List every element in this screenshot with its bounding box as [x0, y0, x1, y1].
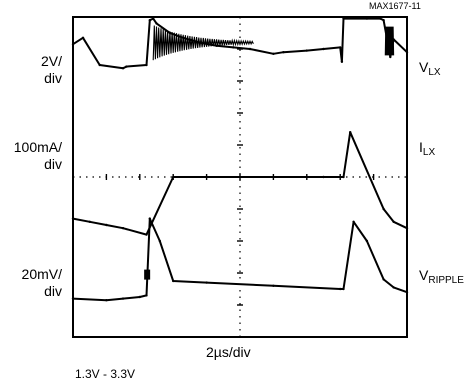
trace-vlx-point — [81, 36, 85, 39]
vlx-ringing-right — [384, 26, 395, 56]
scale-label-vlx-value: 2V/ — [40, 53, 62, 69]
trace-ilx-point — [121, 227, 125, 230]
scale-label-vripple-value: 20mV/ — [21, 266, 62, 282]
trace-ilx-point — [71, 217, 75, 220]
traces — [71, 17, 409, 302]
trace-vripple-point — [365, 239, 369, 243]
trace-vlx-point — [145, 63, 148, 67]
trace-vripple-point — [272, 284, 275, 287]
trace-label-vripple-main: V — [419, 267, 429, 283]
trace-vlx-point — [272, 52, 275, 55]
scale-label-ilx: 100mA/ div — [0, 139, 62, 173]
scale-label-vlx: 2V/ div — [0, 53, 62, 87]
trace-ilx-point — [322, 175, 325, 179]
trace-vlx-point — [125, 65, 128, 68]
scale-label-ilx-unit: div — [44, 156, 62, 172]
trace-vlx — [72, 17, 408, 70]
trace-vripple — [72, 217, 408, 302]
trace-vripple-point — [148, 217, 151, 220]
trace-vlx-point — [379, 17, 382, 20]
trace-label-ilx-sub: LX — [422, 147, 436, 158]
trace-ilx-point — [405, 227, 409, 230]
trace-ilx-point — [305, 175, 308, 179]
cut-off-caption: 1.3V - 3.3V — [75, 367, 136, 381]
trace-label-vripple: VRIPPLE — [419, 267, 464, 286]
trace-ilx-point — [342, 175, 345, 179]
trace-label-vlx-sub: LX — [428, 67, 441, 78]
figure-id: MAX1677-11 — [369, 1, 421, 11]
trace-vlx-point — [98, 63, 101, 67]
trace-vlx-point — [152, 17, 155, 20]
trace-ilx-point — [105, 223, 108, 227]
trace-ilx-point — [392, 220, 395, 223]
trace-vlx-point — [365, 17, 369, 20]
trace-vlx-point — [248, 47, 252, 51]
x-axis-label: 2µs/div — [206, 344, 251, 360]
trace-vripple-point — [342, 287, 345, 291]
trace-vlx-point — [342, 17, 345, 20]
trace-vlx-point — [382, 19, 385, 22]
trigger-marker — [144, 269, 151, 280]
trace-ilx-point — [145, 233, 148, 236]
trace-ilx-point — [172, 175, 175, 179]
trace-vripple-point — [382, 278, 385, 281]
scale-label-vripple-unit: div — [44, 283, 62, 299]
scale-label-vlx-unit: div — [44, 70, 62, 86]
trace-vripple-point — [145, 294, 148, 297]
trace-vlx-point — [232, 46, 235, 49]
trace-vripple-point — [392, 286, 395, 289]
trace-label-ilx: ILX — [419, 139, 436, 158]
trace-vlx-point — [148, 19, 151, 22]
trace-vripple-point — [352, 220, 355, 223]
trace-vlx-point — [121, 67, 125, 70]
trace-vlx-point — [305, 49, 308, 52]
scale-label-vripple: 20mV/ div — [0, 266, 62, 300]
trace-ilx-point — [349, 131, 352, 134]
trace-label-vlx: VLX — [419, 59, 441, 78]
trace-vlx-point — [71, 43, 75, 46]
scale-label-ilx-value: 100mA/ — [13, 139, 62, 155]
trace-vlx-point — [339, 46, 342, 49]
trace-vlx-point — [322, 47, 325, 51]
trace-vripple-point — [158, 239, 161, 243]
trace-ilx — [72, 131, 408, 236]
trace-ilx-point — [238, 175, 242, 179]
trace-vlx-point — [155, 22, 158, 25]
trace-vripple-point — [105, 299, 108, 302]
trace-detail — [144, 25, 395, 280]
trace-vripple-point — [405, 291, 409, 294]
trace-ilx-point — [88, 220, 91, 223]
trace-label-vlx-main: V — [419, 59, 429, 75]
trace-label-ilx-main: I — [419, 139, 423, 155]
trace-vlx-point — [282, 51, 285, 54]
trace-vripple-point — [172, 279, 175, 283]
trace-vlx-point — [389, 55, 392, 59]
trace-vlx-point — [405, 51, 409, 54]
trace-label-vripple-sub: RIPPLE — [428, 275, 464, 286]
trace-vripple-point — [71, 297, 75, 300]
trace-vripple-point — [121, 297, 125, 300]
trace-vripple-point — [205, 281, 208, 284]
trace-vripple-point — [138, 295, 141, 299]
trace-vlx-point — [340, 60, 344, 63]
trace-ilx-point — [382, 207, 385, 211]
vlx-ringing — [152, 25, 254, 61]
trace-vripple-point — [339, 287, 342, 291]
